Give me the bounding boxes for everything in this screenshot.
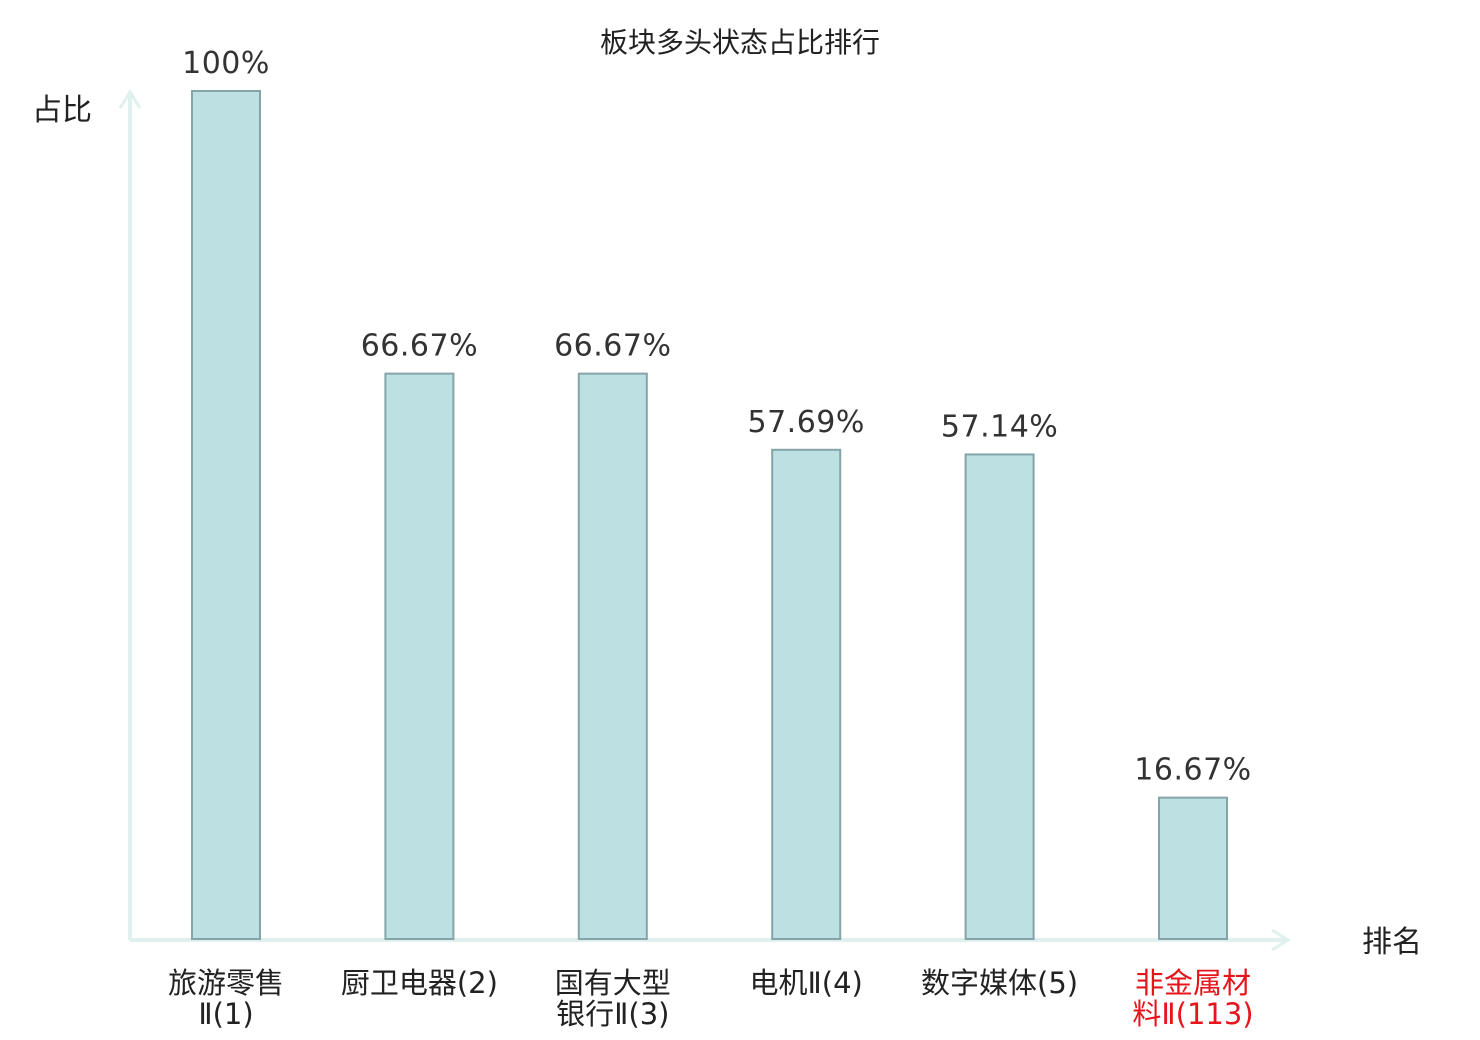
bar-4 (771, 448, 842, 940)
value-labels: 100% 66.67% 66.67% 57.69% 57.14% 16.67% (182, 46, 1251, 788)
x-tick-label-3: 国有大型银行Ⅱ(3) (555, 966, 671, 1031)
value-label-6: 16.67% (1134, 753, 1251, 788)
x-tick-label-line: 数字媒体(5) (921, 966, 1078, 1000)
x-tick-label-1: 旅游零售 Ⅱ(1) (168, 966, 284, 1031)
bar-1 (191, 90, 261, 940)
chart-title: 板块多头状态占比排行 (600, 26, 880, 59)
y-axis-arrow (118, 89, 142, 109)
value-label-1: 100% (182, 46, 270, 81)
x-tick-label-5: 数字媒体(5) (921, 966, 1078, 1000)
x-tick-labels: 旅游零售 Ⅱ(1) 厨卫电器(2) 国有大型银行Ⅱ(3) 电机Ⅱ(4) 数字媒体(5) 非金… (168, 966, 1254, 1031)
value-label-5: 57.14% (941, 409, 1058, 444)
value-label-2: 66.67% (361, 329, 478, 364)
x-tick-label-6: 非金属材料Ⅱ(113) (1132, 966, 1253, 1031)
y-axis-label: 占比 (32, 93, 92, 128)
x-axis-label: 排名 (1362, 925, 1422, 960)
x-tick-label-line: 厨卫电器(2) (341, 966, 498, 1000)
x-tick-label-line: 电机Ⅱ(4) (750, 966, 863, 1000)
x-tick-label-4: 电机Ⅱ(4) (750, 966, 863, 1000)
x-tick-label-2: 厨卫电器(2) (341, 966, 498, 1000)
x-tick-label-line: 银行Ⅱ(3) (556, 997, 669, 1031)
bar-3 (577, 372, 648, 940)
x-tick-label-line: 料Ⅱ(113) (1132, 997, 1253, 1031)
bar-series (191, 90, 1228, 941)
x-tick-label-line: 国有大型 (555, 966, 671, 1000)
value-label-3: 66.67% (554, 329, 671, 364)
x-tick-label-line: 非金属材 (1135, 966, 1251, 1000)
value-label-4: 57.69% (748, 405, 865, 440)
x-tick-label-line: Ⅱ(1) (198, 997, 253, 1031)
bar-5 (964, 453, 1035, 940)
axes (118, 89, 1291, 952)
bar-2 (384, 372, 455, 940)
x-tick-label-line: 旅游零售 (168, 966, 284, 1000)
bar-6 (1158, 796, 1228, 941)
x-axis-arrow (1271, 928, 1291, 952)
